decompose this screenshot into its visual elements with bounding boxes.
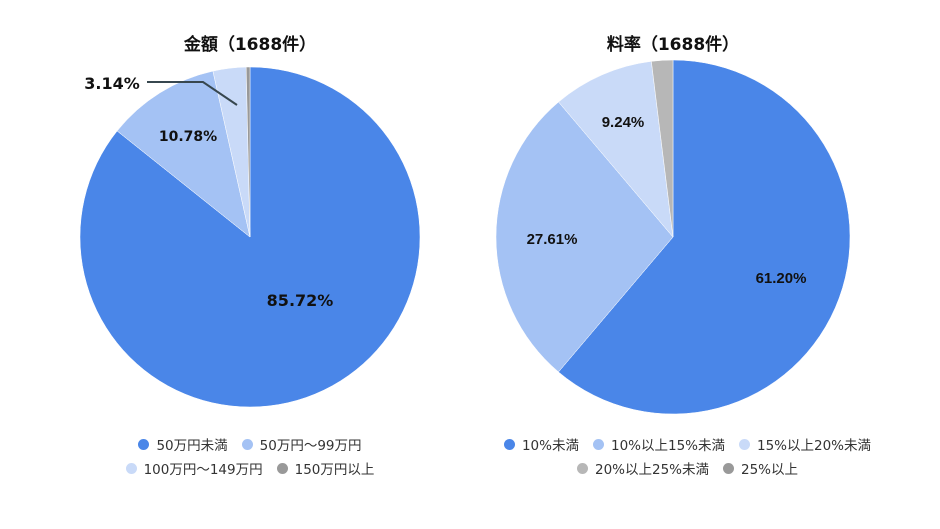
left-label-s2: 3.14% (84, 74, 140, 93)
left-label-s0: 85.72% (267, 291, 334, 310)
pie-slice[interactable] (558, 61, 674, 238)
legend-item-50-99man[interactable]: 50万円～99万円 (241, 434, 362, 454)
right-pie (495, 59, 851, 415)
legend-label: 50万円～99万円 (259, 438, 362, 454)
pie-slice[interactable] (245, 66, 251, 238)
right-label-s2: 9.24% (602, 114, 645, 131)
legend-dot-icon (138, 438, 150, 450)
legend-item-100-149man[interactable]: 100万円～149万円 (125, 458, 263, 478)
left-chart-title: 金額（1688件） (183, 35, 317, 55)
legend-label: 10%以上15%未満 (610, 438, 725, 454)
right-label-s1: 27.61% (527, 231, 578, 248)
left-leader-line (147, 81, 238, 106)
legend-dot-icon (739, 438, 750, 450)
legend-label: 100万円～149万円 (143, 462, 263, 478)
legend-dot-icon (723, 462, 734, 474)
legend-label: 50万円未満 (156, 438, 228, 454)
legend-item-15-20pct[interactable]: 15%以上20%未満 (739, 434, 871, 454)
pie-slice[interactable] (558, 59, 851, 415)
legend-dot-icon (276, 462, 288, 474)
pie-slice[interactable] (495, 101, 674, 373)
right-label-s0: 61.20% (756, 270, 807, 287)
pie-slice[interactable] (651, 59, 674, 238)
left-label-s1: 10.78% (159, 129, 217, 145)
legend-dot-icon (125, 462, 137, 474)
legend-label: 25%以上 (741, 462, 799, 478)
right-legend: 10%未満 10%以上15%未満 15%以上20%未満 20%以上25%未満 2… (440, 432, 935, 480)
right-chart-title: 料率（1688件） (606, 35, 740, 55)
legend-item-20-25pct[interactable]: 20%以上25%未満 (576, 458, 709, 478)
legend-dot-icon (576, 462, 588, 474)
legend-dot-icon (503, 438, 515, 450)
legend-label: 20%以上25%未満 (594, 462, 709, 478)
legend-item-150man-over[interactable]: 150万円以上 (276, 458, 375, 478)
legend-item-25pct-over[interactable]: 25%以上 (723, 458, 798, 478)
legend-item-under-10pct[interactable]: 10%未満 (503, 434, 579, 454)
legend-label: 10%未満 (521, 438, 579, 454)
legend-item-under-50man[interactable]: 50万円未満 (138, 434, 228, 454)
legend-label: 15%以上20%未満 (757, 438, 872, 454)
pie-slice[interactable] (116, 70, 251, 238)
legend-item-10-15pct[interactable]: 10%以上15%未満 (592, 434, 725, 454)
legend-dot-icon (592, 438, 604, 450)
legend-label: 150万円以上 (294, 462, 375, 478)
left-pie (79, 66, 421, 408)
legend-dot-icon (241, 438, 253, 450)
left-legend: 50万円未満 50万円～99万円 100万円～149万円 150万円以上 (70, 432, 430, 480)
